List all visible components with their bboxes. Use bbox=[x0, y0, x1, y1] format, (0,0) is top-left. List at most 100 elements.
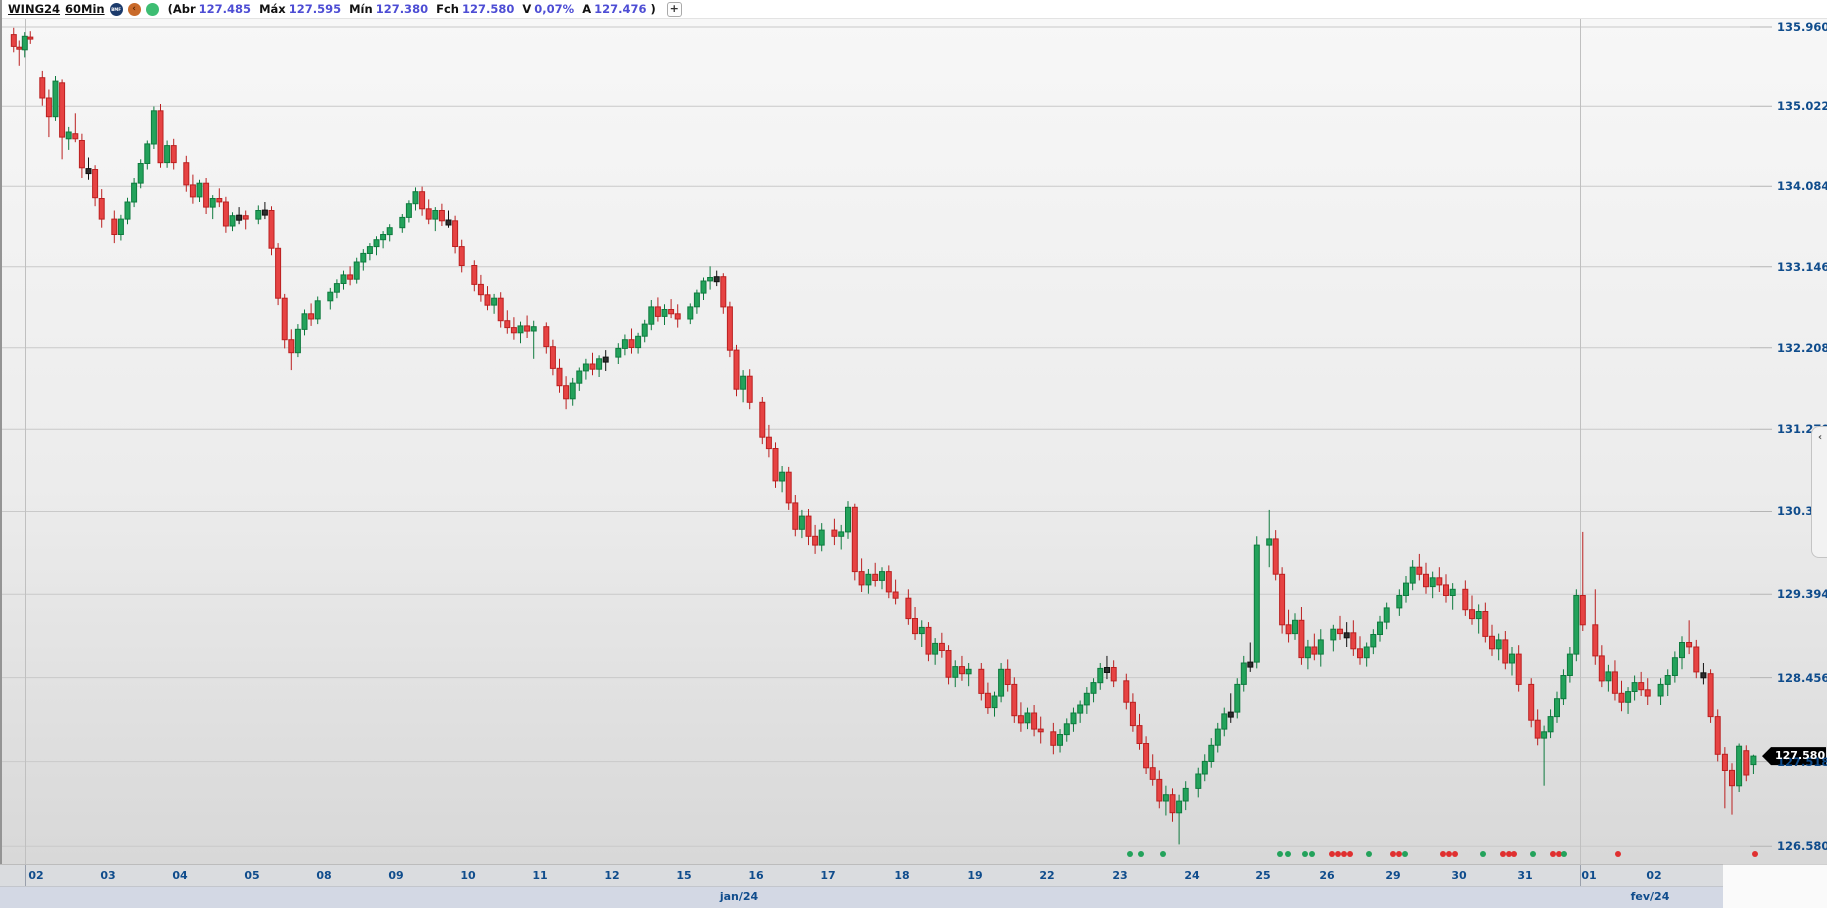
candle-body bbox=[1693, 646, 1700, 673]
candle-body bbox=[242, 215, 249, 220]
candle-body bbox=[1221, 713, 1228, 730]
day-label: 02 bbox=[1646, 869, 1662, 882]
candle-body bbox=[1515, 653, 1522, 685]
candle-body bbox=[1156, 778, 1163, 802]
day-label: 26 bbox=[1319, 869, 1335, 882]
candle-body bbox=[1363, 646, 1370, 659]
candle-body bbox=[1631, 682, 1638, 692]
candle-body bbox=[1292, 619, 1298, 635]
candle-body bbox=[1592, 624, 1599, 657]
back-arrow-icon[interactable]: ‹ bbox=[127, 2, 141, 16]
candle-body bbox=[170, 145, 177, 164]
candle-body bbox=[1657, 683, 1664, 697]
candle-body bbox=[445, 219, 452, 226]
day-label: 29 bbox=[1385, 869, 1401, 882]
candle-body bbox=[1070, 712, 1077, 725]
day-label: 30 bbox=[1451, 869, 1467, 882]
prev-label: A bbox=[582, 2, 592, 16]
candle-body bbox=[845, 506, 851, 533]
candle-body bbox=[405, 203, 412, 218]
candle-body bbox=[1495, 639, 1502, 650]
candle-body bbox=[164, 145, 171, 164]
candle-body bbox=[1409, 566, 1416, 584]
collapse-panel-tab[interactable]: ‹ bbox=[1811, 426, 1827, 558]
candle-body bbox=[294, 328, 301, 354]
candle-body bbox=[452, 220, 459, 248]
candle-body bbox=[635, 335, 642, 349]
low-value: 127.380 bbox=[375, 2, 429, 16]
down-marker-dot bbox=[1341, 851, 1347, 857]
candle-body bbox=[932, 642, 939, 655]
up-marker-dot bbox=[1285, 851, 1291, 857]
candle-body bbox=[925, 626, 932, 655]
candle-body bbox=[471, 265, 478, 285]
candle-body bbox=[412, 191, 419, 205]
last-price-tag: 127.580 bbox=[1775, 749, 1826, 763]
candle-body bbox=[707, 277, 714, 282]
candle-body bbox=[1707, 673, 1714, 718]
candle-body bbox=[792, 502, 799, 530]
symbol-label[interactable]: WING24 bbox=[8, 2, 61, 16]
candle-body bbox=[10, 34, 17, 47]
candle-body bbox=[85, 168, 92, 175]
candle-body bbox=[1298, 619, 1305, 659]
candle-body bbox=[1285, 624, 1292, 635]
up-marker-dot bbox=[1277, 851, 1283, 857]
candle-body bbox=[785, 471, 792, 504]
candle-body bbox=[1234, 683, 1241, 713]
candle-body bbox=[991, 695, 998, 709]
date-axis[interactable]: 02 03 04 05 08 09 10 11 12 15 16 17 18 19 22 23 24 25 26 29… bbox=[0, 864, 1723, 908]
candle-body bbox=[1579, 595, 1586, 626]
candle-body bbox=[1736, 745, 1743, 787]
candle-body bbox=[1554, 698, 1560, 718]
candle-body bbox=[549, 346, 556, 369]
window-left-border bbox=[0, 0, 2, 908]
candle-body bbox=[759, 401, 766, 438]
candle-body bbox=[183, 162, 190, 186]
down-marker-dot bbox=[1500, 851, 1506, 857]
candle-body bbox=[1469, 609, 1475, 620]
candle-body bbox=[1050, 731, 1057, 746]
candle-body bbox=[117, 218, 124, 236]
up-marker-dot bbox=[1402, 851, 1408, 857]
candle-body bbox=[687, 306, 694, 320]
candle-body bbox=[314, 300, 321, 320]
candle-body bbox=[1343, 632, 1350, 639]
candle-body bbox=[1750, 755, 1757, 766]
candle-body bbox=[693, 292, 700, 308]
ohlc-stats: (Abr 127.485 Máx 127.595 Mín 127.380 Fch 127… bbox=[164, 2, 656, 16]
down-marker-dot bbox=[1506, 851, 1512, 857]
candle-body bbox=[92, 169, 99, 199]
candle-body bbox=[1017, 715, 1024, 724]
prev-value: 127.476 bbox=[594, 2, 647, 16]
open-value: 127.485 bbox=[198, 2, 252, 16]
candle-body bbox=[222, 201, 229, 227]
day-label: 17 bbox=[820, 869, 836, 882]
candle-body bbox=[1169, 794, 1176, 814]
candle-body bbox=[21, 35, 28, 51]
candle-body bbox=[419, 191, 426, 210]
candle-body bbox=[1162, 794, 1169, 802]
candle-body bbox=[556, 367, 563, 387]
candle-body bbox=[386, 227, 393, 236]
candle-body bbox=[1031, 712, 1038, 730]
candle-body bbox=[131, 182, 138, 203]
candle-body bbox=[1403, 582, 1409, 596]
candle-body bbox=[1182, 787, 1189, 802]
timeframe-label[interactable]: 60Min bbox=[65, 2, 105, 16]
candle-body bbox=[885, 571, 892, 593]
candle-body bbox=[1714, 716, 1721, 755]
candle-body bbox=[798, 515, 805, 530]
day-label: 12 bbox=[604, 869, 620, 882]
candle-body bbox=[203, 182, 210, 208]
add-indicator-button[interactable]: + bbox=[666, 1, 682, 17]
down-marker-dot bbox=[1396, 851, 1402, 857]
candle-body bbox=[746, 375, 753, 403]
candle-body bbox=[373, 239, 380, 248]
candle-body bbox=[1611, 671, 1618, 694]
candle-body bbox=[1625, 691, 1632, 703]
candle-body bbox=[189, 184, 196, 198]
down-marker-dot bbox=[1335, 851, 1341, 857]
